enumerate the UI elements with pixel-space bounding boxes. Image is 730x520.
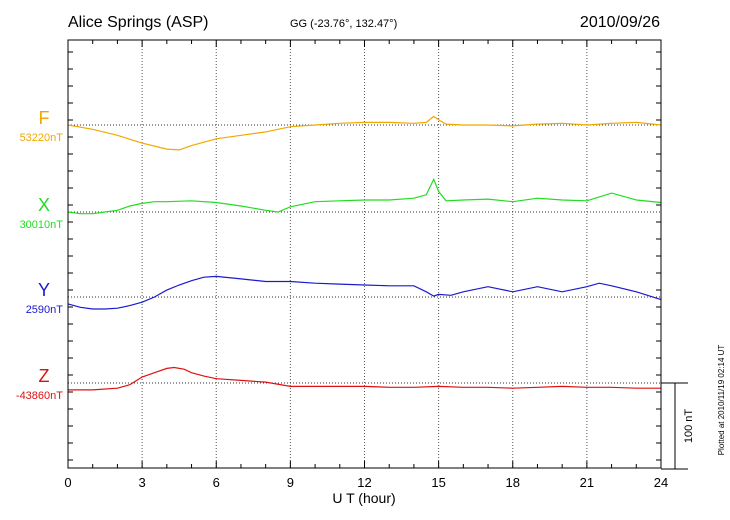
series-baseline-X: 30010nT (20, 219, 64, 231)
series-name-X: X (38, 195, 50, 215)
scale-bar: 100 nT (661, 382, 695, 470)
series-name-Z: Z (39, 366, 50, 386)
plotted-at-note: Plotted at 2010/11/19 02:14 UT (717, 345, 726, 456)
date-label: 2010/09/26 (580, 14, 660, 31)
x-axis-label: U T (hour) (332, 490, 395, 506)
series-line-Z (68, 366, 661, 391)
series-line-Y (67, 275, 662, 310)
series-name-Y: Y (38, 280, 50, 300)
x-tick-label-0: 0 (64, 475, 71, 490)
x-tick-label-12: 12 (357, 475, 371, 490)
x-tick-label-3: 3 (139, 475, 146, 490)
series-baseline-Y: 2590nT (26, 304, 64, 316)
x-tick-label-9: 9 (287, 475, 294, 490)
x-tick-label-18: 18 (506, 475, 520, 490)
series-lines (67, 115, 662, 391)
scale-bar-label: 100 nT (683, 409, 695, 444)
series-line-F (67, 115, 662, 151)
series-baseline-Z: -43860nT (16, 390, 63, 402)
series-line-X (67, 177, 662, 215)
coordinates-label: GG (-23.76°, 132.47°) (290, 18, 397, 30)
x-tick-label-6: 6 (213, 475, 220, 490)
x-tick-label-15: 15 (431, 475, 445, 490)
series-baseline-F: 53220nT (20, 132, 64, 144)
x-axis-ticks: 0 3 6 9 12 15 18 21 24 (64, 40, 668, 490)
station-title: Alice Springs (ASP) (68, 14, 209, 31)
y-minor-ticks (68, 51, 661, 461)
series-labels: F 53220nT X 30010nT Y 2590nT Z -43860nT (16, 108, 63, 402)
x-tick-label-24: 24 (654, 475, 668, 490)
series-name-F: F (39, 108, 50, 128)
x-tick-label-21: 21 (580, 475, 594, 490)
